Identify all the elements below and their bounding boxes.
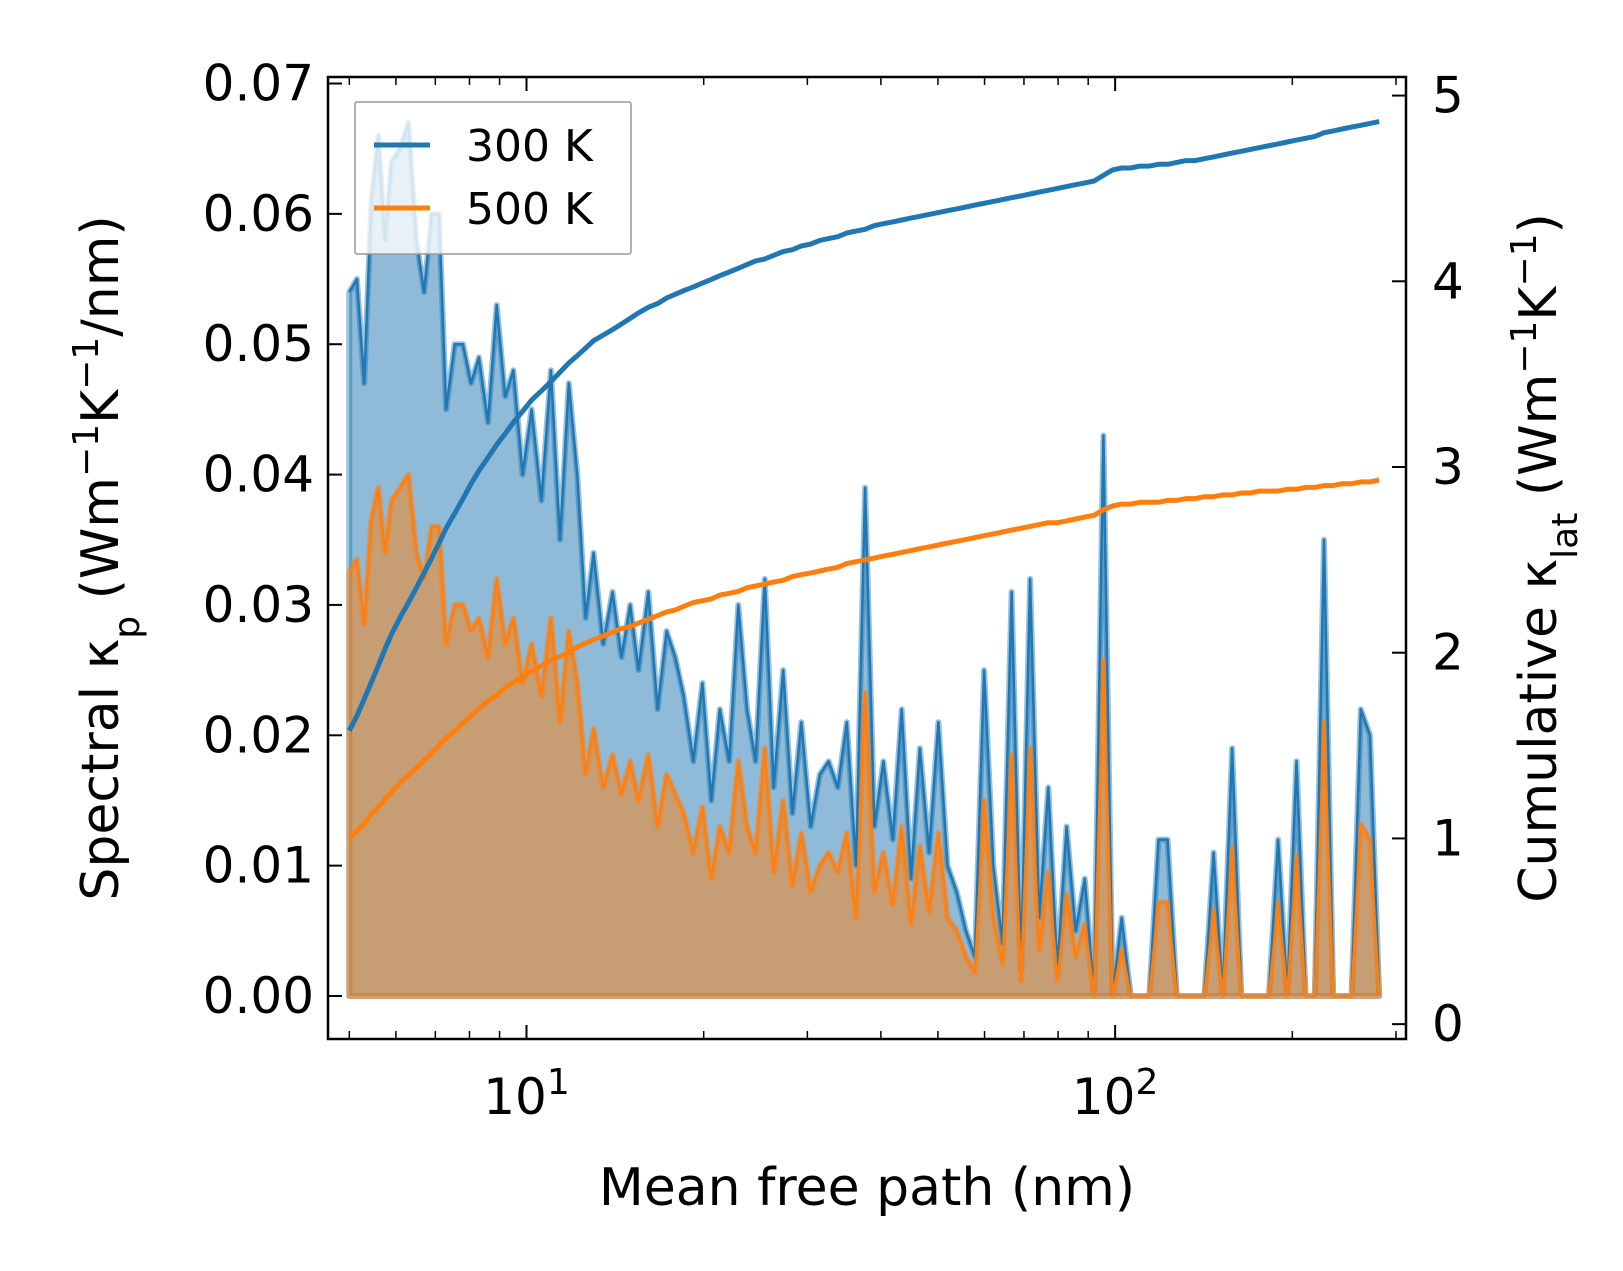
- cumulative-line-300k: [347, 119, 1380, 732]
- right-y-tick-label: 1: [1432, 809, 1464, 867]
- left-y-tick-label: 0.03: [203, 576, 314, 634]
- x-tick-label: 102: [1072, 1062, 1159, 1127]
- legend: 300 K 500 K: [354, 101, 632, 255]
- plot-frame: [326, 75, 1408, 1041]
- cumulative-lines: [347, 119, 1380, 841]
- left-y-tick-label: 0.01: [203, 837, 314, 895]
- right-y-tick-label: 3: [1432, 438, 1464, 496]
- left-y-axis-title: Spectral κp (Wm−1K−1/nm): [66, 215, 148, 900]
- right-y-tick-label: 2: [1432, 624, 1464, 682]
- legend-box: [354, 101, 632, 255]
- x-tick-label: 101: [483, 1062, 570, 1127]
- right-y-axis-title: Cumulative κlat (Wm−1K−1): [1504, 213, 1586, 903]
- x-axis-title: Mean free path (nm): [599, 1158, 1135, 1218]
- right-y-tick-label: 5: [1432, 67, 1464, 125]
- left-y-tick-label: 0.06: [203, 185, 314, 243]
- left-y-tick-label: 0.04: [203, 446, 314, 504]
- legend-label-300k: 300 K: [466, 121, 594, 172]
- right-y-tick-label: 0: [1432, 995, 1464, 1053]
- right-y-tick-label: 4: [1432, 252, 1464, 310]
- left-y-tick-label: 0.07: [203, 55, 314, 113]
- axis-ticks: 0.00 0.01 0.02 0.03 0.04 0.05 0.06 0.07 0 1 2 3 4 5 10…: [203, 55, 1464, 1126]
- cumulative-line-500k: [347, 477, 1380, 841]
- left-y-tick-label: 0.02: [203, 706, 314, 764]
- spectral-line-500k: [348, 473, 1381, 998]
- left-y-tick-label: 0.00: [203, 967, 314, 1025]
- left-y-tick-label: 0.05: [203, 315, 314, 373]
- spectral-lines: [348, 121, 1381, 998]
- legend-label-500k: 500 K: [466, 184, 594, 235]
